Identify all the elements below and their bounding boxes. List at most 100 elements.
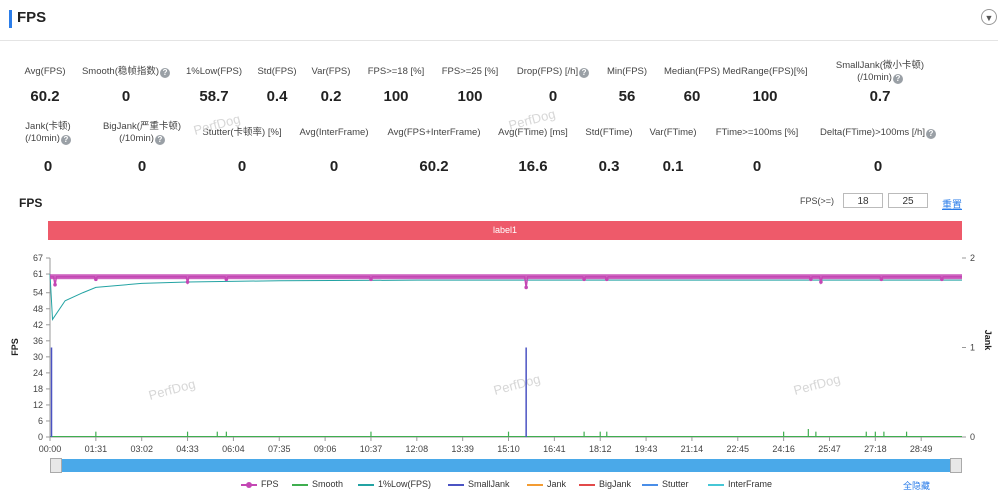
metric-label: Median(FPS) xyxy=(664,66,720,77)
legend-item-fps[interactable]: FPS xyxy=(241,479,279,489)
reset-button[interactable]: 重置 xyxy=(942,200,962,211)
metric-value: 60.2 xyxy=(419,158,449,175)
x-tick-label: 06:04 xyxy=(222,444,245,454)
metric-label: Std(FPS) xyxy=(257,66,297,77)
y-tick-label: 30 xyxy=(33,352,43,362)
help-icon[interactable]: ? xyxy=(892,74,903,84)
x-tick-label: 21:14 xyxy=(681,444,704,454)
help-icon[interactable]: ? xyxy=(160,68,171,78)
metric-label: Min(FPS) xyxy=(606,66,648,77)
x-tick-label: 12:08 xyxy=(406,444,429,454)
help-icon[interactable]: ? xyxy=(925,129,936,139)
fps-dip-point xyxy=(819,280,823,284)
legend-swatch xyxy=(448,481,464,489)
page-title: FPS xyxy=(17,9,47,26)
help-icon[interactable]: ? xyxy=(154,135,165,145)
metric-label: FPS>=25 [%] xyxy=(441,66,499,77)
metrics_row2-metric-0: Jank(卡顿) (/10min)? 0 xyxy=(0,121,118,175)
x-tick-label: 10:37 xyxy=(360,444,383,454)
y-tick-label: 6 xyxy=(38,416,43,426)
legend-item-bigjank[interactable]: BigJank xyxy=(579,479,631,489)
metric-value: 0.2 xyxy=(320,88,342,105)
legend-label: SmallJank xyxy=(468,479,510,489)
x-tick-label: 25:47 xyxy=(818,444,841,454)
fps-threshold-input-2[interactable]: 25 xyxy=(888,193,928,208)
legend-swatch xyxy=(527,481,543,489)
y2-axis-title: Jank xyxy=(983,330,993,352)
metric-label: FTime>=100ms [%] xyxy=(715,127,799,138)
metric-value: 0.3 xyxy=(598,158,620,175)
fps-dip-point xyxy=(582,277,586,282)
legend-label: Jank xyxy=(547,479,567,489)
metric-label: Var(FPS) xyxy=(311,66,351,77)
metrics_row2-metric-1: BigJank(严重卡顿) (/10min)? 0 xyxy=(72,121,212,175)
slider-handle-right[interactable] xyxy=(950,458,962,473)
x-tick-label: 28:49 xyxy=(910,444,933,454)
y-tick-label: 42 xyxy=(33,320,43,330)
metric-value: 100 xyxy=(752,88,778,105)
metric-value: 0 xyxy=(329,158,339,175)
metrics_row1-metric-6: FPS>=25 [%] 100 xyxy=(400,66,540,105)
legend-item-interframe[interactable]: InterFrame xyxy=(708,479,772,489)
x-tick-label: 01:31 xyxy=(85,444,108,454)
chart-title: FPS xyxy=(19,196,43,210)
legend-item-1-low-fps-[interactable]: 1%Low(FPS) xyxy=(358,479,431,489)
metric-label: Avg(InterFrame) xyxy=(299,127,369,138)
metrics_row2-metric-3: Avg(InterFrame) 0 xyxy=(264,127,404,175)
x-tick-label: 27:18 xyxy=(864,444,887,454)
metric-label: Avg(FTime) [ms] xyxy=(498,127,568,138)
metric-label: Delta(FTime)>100ms [/h]? xyxy=(808,127,948,139)
metrics_row2-metric-9: Delta(FTime)>100ms [/h]? 0 xyxy=(808,127,948,175)
metrics_row2-metric-6: Std(FTime) 0.3 xyxy=(539,127,679,175)
metrics_row1-metric-7: Drop(FPS) [/h]? 0 xyxy=(483,66,623,105)
page-header: FPS ▼ xyxy=(0,0,998,41)
fps-dip-point xyxy=(809,277,813,282)
metric-label: FPS>=18 [%] xyxy=(367,66,425,77)
legend-label: Smooth xyxy=(312,479,344,489)
metric-value: 60.2 xyxy=(30,88,60,105)
fps-dip-point xyxy=(879,277,884,282)
legend-label: FPS xyxy=(261,479,279,489)
hide-all-button[interactable]: 全隐藏 xyxy=(903,481,931,491)
metric-label-sub: (/10min)? xyxy=(0,133,118,145)
metrics_row2-metric-5: Avg(FTime) [ms] 16.6 xyxy=(463,127,603,175)
metric-value: 0.4 xyxy=(266,88,288,105)
time-range-slider[interactable] xyxy=(50,459,962,472)
x-tick-label: 13:39 xyxy=(451,444,474,454)
metrics_row1-metric-11: SmallJank(微小卡顿) (/10min)? 0.7 xyxy=(810,60,950,105)
y2-tick-label: 1 xyxy=(970,343,975,353)
watermark-text: PerfDog xyxy=(507,106,557,133)
legend-item-smalljank[interactable]: SmallJank xyxy=(448,479,510,489)
x-tick-label: 24:16 xyxy=(772,444,795,454)
slider-handle-left[interactable] xyxy=(50,458,62,473)
fps-line xyxy=(50,275,962,288)
metrics_row1-metric-3: Std(FPS) 0.4 xyxy=(207,66,347,105)
collapse-chevron-icon[interactable]: ▼ xyxy=(981,9,997,25)
legend-item-smooth[interactable]: Smooth xyxy=(292,479,343,489)
metric-label: Jank(卡顿) xyxy=(25,121,71,132)
fps-threshold-input-1[interactable]: 18 xyxy=(843,193,883,208)
fps-dip-point xyxy=(53,282,57,287)
metric-label: Var(FTime) xyxy=(649,127,697,138)
legend-item-jank[interactable]: Jank xyxy=(527,479,566,489)
label-band[interactable]: label1 xyxy=(48,221,962,240)
legend-item-stutter[interactable]: Stutter xyxy=(642,479,689,489)
metric-value: 0.1 xyxy=(662,158,684,175)
help-icon[interactable]: ? xyxy=(579,68,590,78)
metric-value: 100 xyxy=(457,88,483,105)
y-tick-label: 36 xyxy=(33,336,43,346)
x-tick-label: 16:41 xyxy=(543,444,566,454)
y-tick-label: 0 xyxy=(38,432,43,442)
metric-label: Avg(FPS+InterFrame) xyxy=(387,127,481,138)
metrics_row2-metric-7: Var(FTime) 0.1 xyxy=(603,127,743,175)
metric-label: BigJank(严重卡顿) xyxy=(102,121,182,132)
metric-value: 60 xyxy=(683,88,701,105)
watermark-text: PerfDog xyxy=(147,376,197,403)
header-accent-bar xyxy=(9,10,12,28)
metrics_row2-metric-2: Stutter(卡顿率) [%] 0 xyxy=(172,127,312,175)
help-icon[interactable]: ? xyxy=(60,135,71,145)
metric-value: 100 xyxy=(383,88,409,105)
fps-dip-point xyxy=(369,277,373,282)
fps-dip-point xyxy=(224,277,229,282)
